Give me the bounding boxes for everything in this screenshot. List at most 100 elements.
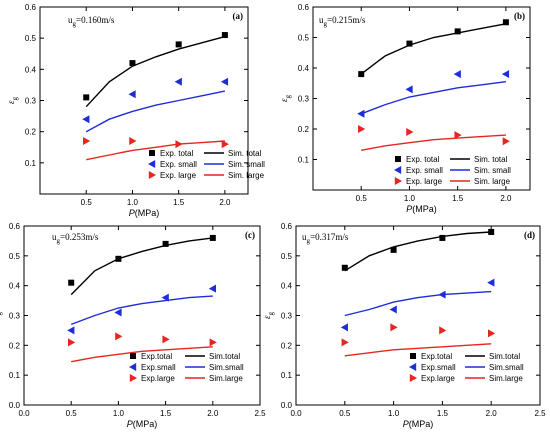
- series-line: [70, 237, 213, 296]
- panel-label: (a): [233, 11, 244, 21]
- y-tick-label: 0.3: [298, 95, 310, 104]
- legend-marker: [129, 374, 137, 382]
- data-point: [453, 70, 461, 79]
- y-tick-label: 0.2: [9, 341, 21, 350]
- legend: Exp.total Exp.small Exp.large Sim.total Sim.…: [409, 352, 524, 383]
- series: [344, 343, 492, 357]
- series-line: [70, 295, 213, 326]
- x-axis-label: P(MPa): [129, 208, 160, 218]
- legend-label: Sim. large: [228, 171, 265, 180]
- series: [68, 234, 216, 286]
- legend-label: Sim.small: [209, 363, 244, 372]
- series: [70, 295, 213, 326]
- data-point: [357, 109, 365, 118]
- legend-marker: [130, 353, 136, 359]
- y-tick-label: 0.0: [281, 401, 293, 410]
- data-point: [162, 335, 170, 344]
- x-tick-label: 0.5: [81, 198, 93, 207]
- data-point: [406, 40, 413, 47]
- x-axis-label-var: P: [127, 419, 133, 429]
- legend-marker: [148, 160, 156, 168]
- panel-label: (c): [245, 230, 255, 240]
- x-tick-label: 1.0: [388, 409, 400, 418]
- series-line: [360, 81, 506, 115]
- y-axis-label: εg: [6, 96, 19, 104]
- series: [361, 134, 506, 151]
- legend-label: Sim. total: [228, 149, 262, 158]
- x-axis-label: P(MPa): [403, 419, 434, 429]
- data-point: [115, 332, 123, 341]
- x-tick-label: 2.0: [219, 198, 231, 207]
- x-tick-label: 2.0: [207, 409, 219, 418]
- data-point: [221, 32, 228, 39]
- data-point: [488, 329, 496, 338]
- annotation-sub: g: [57, 237, 61, 245]
- data-point: [406, 128, 414, 137]
- series: [67, 284, 216, 335]
- y-tick-label: 0.6: [9, 222, 21, 231]
- x-axis-label-unit: (MPa): [133, 419, 158, 429]
- data-point: [221, 140, 229, 149]
- y-tick-label: 0.5: [25, 34, 37, 43]
- legend-label: Sim.total: [489, 352, 520, 361]
- legend-label: Exp.total: [421, 352, 452, 361]
- data-point: [502, 19, 509, 26]
- x-tick-label: 0.0: [290, 409, 302, 418]
- data-point: [439, 326, 447, 335]
- panel-label: (b): [514, 11, 525, 21]
- legend-label: Exp. small: [160, 160, 197, 169]
- series-line: [85, 90, 226, 133]
- y-tick-label: 0.5: [281, 252, 293, 261]
- series: [83, 32, 228, 101]
- y-tick-label: 0.1: [25, 159, 37, 168]
- data-point: [68, 338, 76, 347]
- y-tick-label: 0.4: [9, 282, 21, 291]
- y-axis-label-symbol: ε: [262, 315, 272, 319]
- y-tick-label: 0.5: [9, 252, 21, 261]
- annotation-value: =0.253m/s: [60, 232, 99, 242]
- series: [82, 77, 229, 124]
- y-tick-label: 0.3: [281, 312, 293, 321]
- y-tick-label: 0.2: [298, 125, 310, 134]
- legend: Exp. total Exp. small Exp. large Sim. total…: [394, 155, 511, 186]
- y-axis-label-sub: g: [11, 96, 19, 100]
- data-point: [82, 115, 90, 124]
- legend-label: Sim. large: [474, 177, 511, 186]
- data-point: [405, 85, 413, 94]
- annotation-value: =0.317m/s: [310, 232, 349, 242]
- y-tick-label: 0.4: [281, 282, 293, 291]
- y-tick-label: 0.6: [25, 3, 37, 12]
- legend-label: Exp.small: [141, 363, 176, 372]
- series: [360, 81, 506, 115]
- series: [358, 125, 510, 146]
- x-tick-label: 0.0: [18, 409, 30, 418]
- y-axis-label: εg: [279, 94, 292, 102]
- x-tick-label: 2.5: [534, 409, 546, 418]
- legend-marker: [394, 177, 402, 185]
- y-tick-label: 0.1: [9, 371, 21, 380]
- panel-a: 0.5 1.0 1.5 2.00.10.20.30.40.50.6P(MPa)εg(a…: [6, 3, 265, 218]
- legend-marker: [395, 156, 401, 162]
- series: [340, 278, 495, 332]
- data-point: [390, 323, 398, 332]
- y-axis-label: εg: [262, 311, 275, 319]
- series: [357, 70, 510, 118]
- legend-marker: [409, 363, 417, 371]
- y-tick-label: 0.6: [281, 222, 293, 231]
- legend: Exp. total Exp. small Exp. large Sim. total…: [148, 149, 265, 180]
- annotation-sub: g: [307, 237, 311, 245]
- data-point: [175, 41, 182, 48]
- series-line: [71, 346, 213, 363]
- series: [344, 290, 492, 317]
- legend-marker: [394, 166, 402, 174]
- legend-marker: [129, 363, 137, 371]
- series-line: [361, 134, 506, 151]
- velocity-annotation: ug=0.253m/s: [52, 232, 99, 245]
- velocity-annotation: ug=0.160m/s: [68, 15, 115, 28]
- panel-d: 0.0 0.5 1.0 1.5 2.0 2.5 0.0 0.1 0.2 0.3 0.4 0.5 0.6 P…: [262, 222, 546, 429]
- data-point: [502, 137, 510, 146]
- annotation-value: =0.215m/s: [327, 15, 366, 25]
- x-tick-label: 1.5: [437, 409, 449, 418]
- legend: Exp.total Exp.small Exp.large Sim.total Sim.…: [129, 352, 244, 383]
